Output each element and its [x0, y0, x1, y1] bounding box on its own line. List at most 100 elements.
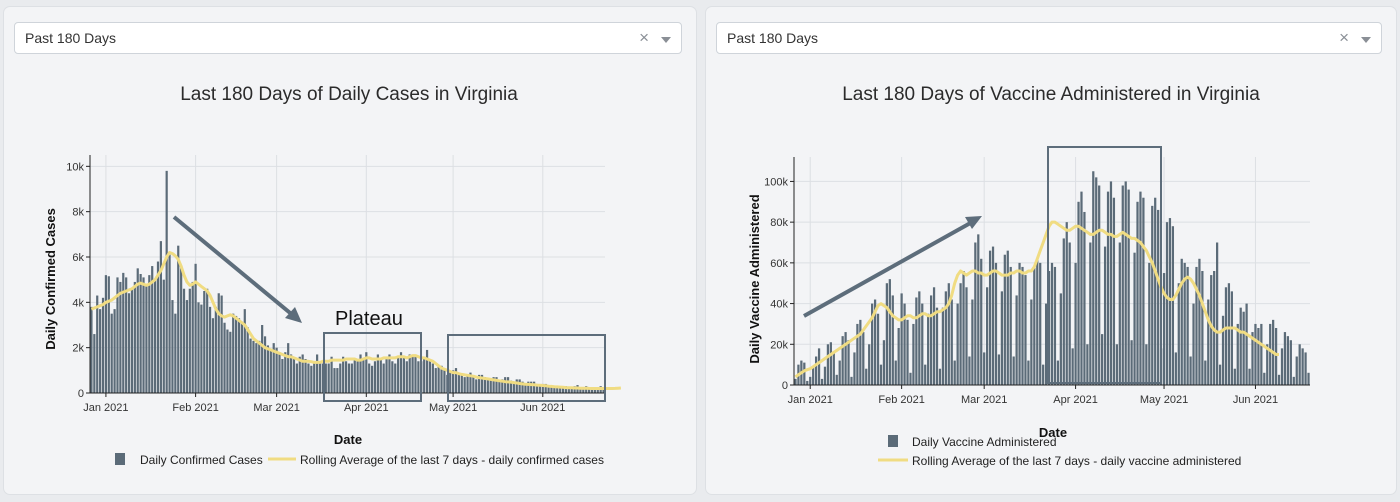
- bar: [492, 377, 495, 393]
- bar: [1077, 201, 1080, 385]
- bar: [240, 322, 243, 393]
- bar: [399, 352, 403, 393]
- date-range-dropdown[interactable]: Past 180 Days ×: [716, 22, 1382, 54]
- bar: [897, 328, 900, 385]
- bar: [1030, 299, 1033, 385]
- bar: [394, 363, 397, 393]
- bar: [1186, 266, 1189, 385]
- chart-title: Last 180 Days of Vaccine Administered in…: [842, 84, 1260, 105]
- bar: [541, 383, 544, 393]
- bar: [122, 272, 125, 393]
- bar: [301, 354, 304, 393]
- bar: [342, 356, 345, 393]
- bar: [145, 284, 148, 393]
- trend-arrow: [803, 219, 975, 318]
- bar: [255, 343, 258, 393]
- bar: [956, 303, 959, 385]
- y-tick-label: 20k: [770, 339, 788, 351]
- bar: [506, 377, 510, 393]
- bar: [376, 354, 379, 393]
- bar: [515, 379, 518, 393]
- bar: [812, 366, 815, 385]
- bar: [310, 365, 313, 393]
- bar: [873, 299, 877, 385]
- bar: [281, 359, 284, 393]
- bar: [1098, 185, 1101, 385]
- bar: [237, 318, 241, 393]
- bar: [1307, 372, 1310, 385]
- x-tick-label: May 2021: [429, 402, 477, 414]
- x-tick-label: Feb 2021: [172, 402, 218, 414]
- bar: [1248, 368, 1251, 385]
- bar: [480, 374, 484, 393]
- bar: [1145, 344, 1148, 385]
- bar: [983, 352, 986, 385]
- clear-icon[interactable]: ×: [639, 28, 649, 47]
- bar: [538, 386, 542, 393]
- bar: [803, 362, 806, 385]
- bar: [1245, 303, 1248, 385]
- bar: [570, 388, 573, 393]
- bar: [1003, 254, 1006, 385]
- bar: [980, 258, 983, 385]
- bar: [1192, 303, 1195, 385]
- bar: [530, 381, 533, 393]
- bar: [1062, 238, 1065, 385]
- bar: [295, 363, 298, 393]
- bar: [1148, 262, 1151, 385]
- trend-arrow: [172, 215, 297, 319]
- bar: [197, 302, 200, 393]
- bar: [454, 368, 458, 393]
- bar: [891, 295, 894, 385]
- chevron-down-icon[interactable]: [1361, 37, 1371, 43]
- bar: [1071, 348, 1074, 385]
- bar: [1266, 344, 1269, 385]
- bar: [847, 340, 850, 385]
- bar: [1056, 360, 1060, 385]
- bar: [1204, 360, 1207, 385]
- bar: [1218, 364, 1222, 385]
- bar: [313, 361, 316, 393]
- cases-chart: Last 180 Days of Daily Cases in Virginia…: [43, 84, 622, 467]
- bar: [388, 354, 391, 393]
- bar: [417, 361, 420, 393]
- bar: [1118, 242, 1121, 385]
- bar: [200, 304, 203, 393]
- bar: [110, 313, 113, 393]
- x-tick-label: Jan 2021: [788, 394, 833, 406]
- x-tick-label: Apr 2021: [1053, 394, 1098, 406]
- bar: [915, 297, 918, 385]
- bar: [457, 372, 460, 393]
- bar: [1269, 323, 1272, 385]
- bar: [113, 309, 116, 393]
- legend-line-label: Rolling Average of the last 7 days - dai…: [912, 454, 1241, 468]
- y-tick-label: 60k: [770, 258, 788, 270]
- axes: 0 2k 4k 6k 8k 10k Jan 2021 Feb 2021 Mar 2021 Apr …: [66, 155, 605, 414]
- legend-bar-swatch: [115, 453, 125, 465]
- bar: [171, 300, 174, 393]
- bar: [498, 381, 501, 393]
- bar: [1133, 252, 1136, 385]
- clear-icon[interactable]: ×: [1339, 28, 1349, 47]
- chevron-down-icon[interactable]: [661, 37, 671, 43]
- bar: [1074, 262, 1077, 385]
- bar: [1207, 299, 1210, 385]
- bar-series: [90, 170, 605, 393]
- bar: [275, 347, 278, 393]
- bar: [246, 327, 249, 393]
- bar: [330, 356, 333, 393]
- bar: [151, 266, 154, 393]
- bar: [440, 365, 443, 393]
- bar: [903, 303, 906, 385]
- bar: [478, 374, 481, 393]
- bar: [1139, 191, 1142, 385]
- bar: [1036, 258, 1039, 385]
- bar: [974, 242, 977, 385]
- date-range-dropdown[interactable]: Past 180 Days ×: [14, 22, 682, 54]
- bar: [266, 345, 270, 393]
- bar: [180, 268, 183, 393]
- bar: [826, 344, 830, 385]
- bar: [1189, 356, 1192, 385]
- bar: [1101, 334, 1104, 385]
- bar: [850, 376, 853, 385]
